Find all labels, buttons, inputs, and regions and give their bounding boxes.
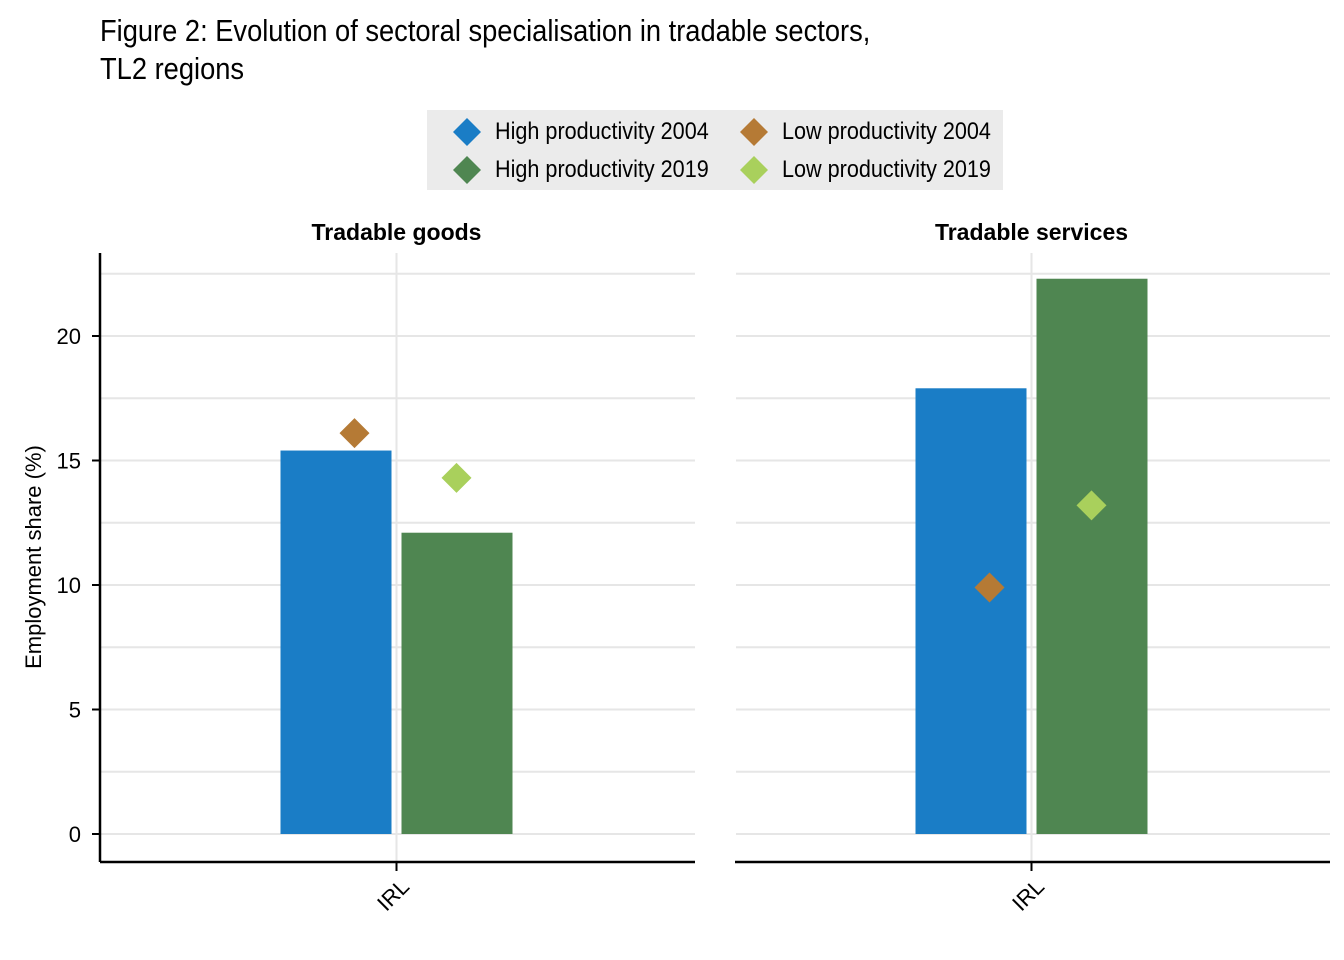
panel-title: Tradable goods xyxy=(312,219,482,245)
legend-label-low-2004: Low productivity 2004 xyxy=(782,118,991,145)
legend-item-low-2019: Low productivity 2019 xyxy=(738,151,1014,189)
legend-item-high-2004: High productivity 2004 xyxy=(451,113,732,151)
legend-marker-high-2004 xyxy=(453,118,481,146)
panel-title: Tradable services xyxy=(935,219,1128,245)
bar-high-productivity-2004 xyxy=(915,388,1027,834)
point-low-productivity-2004 xyxy=(339,418,370,449)
chart-title: Figure 2: Evolution of sectoral speciali… xyxy=(100,12,870,88)
legend-item-low-2004: Low productivity 2004 xyxy=(738,113,1014,151)
legend-item-high-2019: High productivity 2019 xyxy=(451,151,732,189)
y-tick-label: 5 xyxy=(69,698,81,723)
bar-high-productivity-2019 xyxy=(401,532,513,834)
point-low-productivity-2004 xyxy=(974,572,1005,603)
legend-marker-low-2004 xyxy=(740,118,768,146)
x-tick-label: IRL xyxy=(372,874,414,916)
legend-label-low-2019: Low productivity 2019 xyxy=(782,156,991,183)
y-tick-label: 15 xyxy=(57,449,81,474)
x-tick-label: IRL xyxy=(1007,874,1049,916)
chart-title-line-2: TL2 regions xyxy=(100,51,245,86)
y-axis-label: Employment share (%) xyxy=(21,445,46,669)
point-low-productivity-2019 xyxy=(441,462,472,493)
y-tick-label: 0 xyxy=(69,822,81,847)
legend-marker-high-2019 xyxy=(453,156,481,184)
legend-label-high-2004: High productivity 2004 xyxy=(495,118,709,145)
legend: High productivity 2004 Low productivity … xyxy=(427,110,1003,190)
panel-1: Tradable goods IRL xyxy=(100,219,695,916)
y-axis: 0 5 10 15 20 xyxy=(57,253,102,862)
bar-high-productivity-2004 xyxy=(280,450,392,834)
y-tick-label: 10 xyxy=(57,573,81,598)
y-tick-label: 20 xyxy=(57,324,81,349)
legend-label-high-2019: High productivity 2019 xyxy=(495,156,709,183)
bar-high-productivity-2019 xyxy=(1036,278,1148,835)
chart-title-line-1: Figure 2: Evolution of sectoral speciali… xyxy=(100,13,871,48)
legend-marker-low-2019 xyxy=(740,156,768,184)
point-low-productivity-2019 xyxy=(1076,490,1107,521)
panel-2: Tradable services IRL xyxy=(735,219,1330,916)
